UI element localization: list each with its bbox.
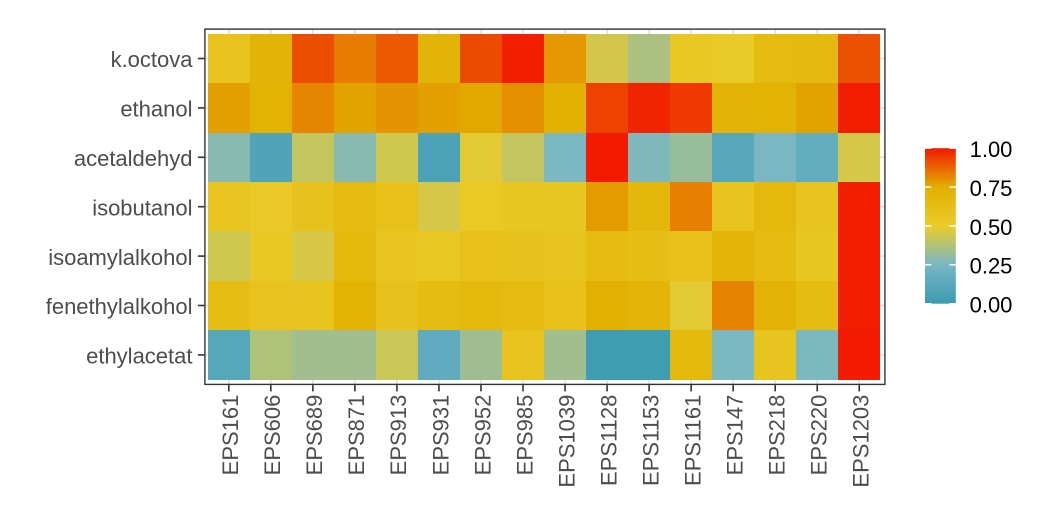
svg-text:EPS985: EPS985: [512, 395, 537, 476]
svg-text:EPS931: EPS931: [428, 395, 453, 476]
svg-text:0.00: 0.00: [970, 293, 1013, 318]
svg-text:isobutanol: isobutanol: [92, 195, 192, 220]
svg-text:0.75: 0.75: [970, 176, 1013, 201]
svg-text:k.octova: k.octova: [111, 47, 194, 72]
svg-text:ethanol: ethanol: [120, 97, 192, 122]
svg-text:acetaldehyd: acetaldehyd: [74, 146, 193, 171]
svg-text:EPS220: EPS220: [807, 395, 832, 476]
svg-text:EPS218: EPS218: [765, 395, 790, 476]
svg-text:0.50: 0.50: [970, 215, 1013, 240]
svg-text:EPS1203: EPS1203: [849, 395, 874, 488]
svg-text:EPS1161: EPS1161: [680, 395, 705, 486]
svg-text:EPS1039: EPS1039: [554, 395, 579, 488]
svg-text:0.25: 0.25: [970, 254, 1013, 279]
svg-text:1.00: 1.00: [970, 137, 1013, 162]
svg-text:EPS1128: EPS1128: [596, 395, 621, 486]
svg-text:EPS952: EPS952: [470, 395, 495, 476]
svg-text:EPS871: EPS871: [344, 395, 369, 476]
svg-text:EPS689: EPS689: [302, 395, 327, 476]
svg-text:EPS606: EPS606: [260, 395, 285, 476]
svg-text:fenethylalkohol: fenethylalkohol: [46, 294, 193, 319]
svg-text:ethylacetat: ethylacetat: [86, 344, 192, 369]
svg-text:EPS147: EPS147: [723, 395, 748, 476]
svg-text:EPS1153: EPS1153: [638, 395, 663, 486]
svg-text:isoamylalkohol: isoamylalkohol: [48, 245, 192, 270]
svg-text:EPS161: EPS161: [218, 395, 243, 476]
svg-text:EPS913: EPS913: [386, 395, 411, 476]
